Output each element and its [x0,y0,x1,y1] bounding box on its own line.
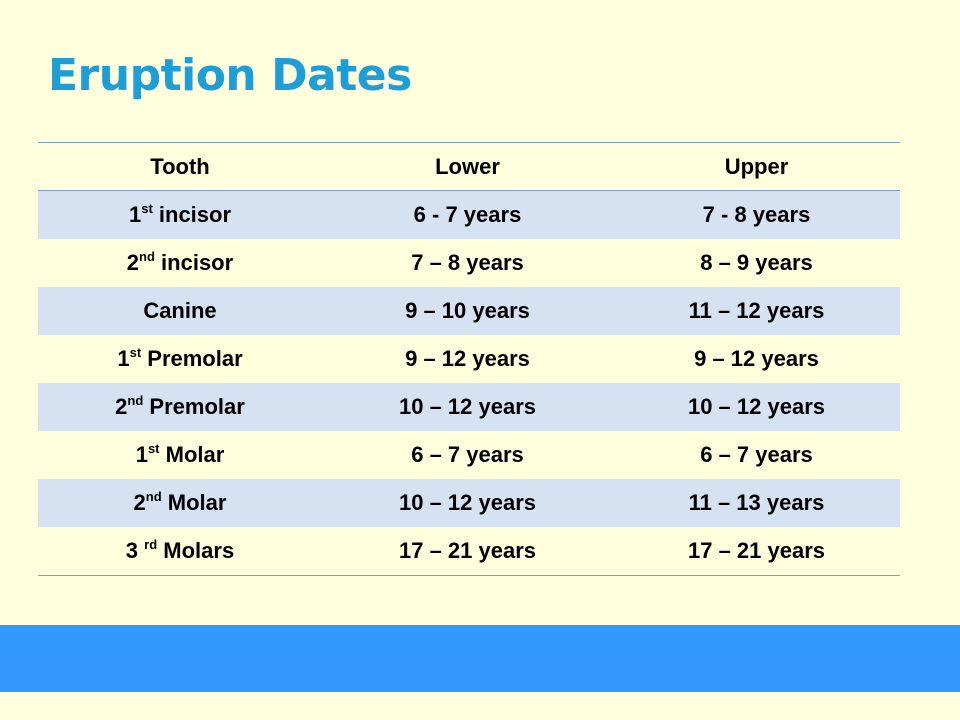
header-upper: Upper [613,142,900,191]
eruption-table-container: Tooth Lower Upper 1st incisor 6 - 7 year… [38,142,900,576]
table-row: 2nd Molar 10 – 12 years 11 – 13 years [38,479,900,527]
cell-lower: 9 – 10 years [322,287,613,335]
cell-tooth: Canine [38,287,322,335]
table-row: 1st Molar 6 – 7 years 6 – 7 years [38,431,900,479]
cell-tooth: 2nd Premolar [38,383,322,431]
cell-upper: 8 – 9 years [613,239,900,287]
cell-lower: 6 - 7 years [322,190,613,239]
table-header: Tooth Lower Upper [38,142,900,191]
table-row: 1st incisor 6 - 7 years 7 - 8 years [38,190,900,239]
footer-bar [0,625,960,692]
eruption-dates-table: Tooth Lower Upper 1st incisor 6 - 7 year… [38,142,900,576]
cell-upper: 9 – 12 years [613,335,900,383]
cell-upper: 11 – 13 years [613,479,900,527]
header-row: Tooth Lower Upper [38,142,900,191]
cell-lower: 17 – 21 years [322,527,613,576]
slide-title: Eruption Dates [48,50,412,101]
cell-upper: 17 – 21 years [613,527,900,576]
cell-upper: 10 – 12 years [613,383,900,431]
table-row: 2nd incisor 7 – 8 years 8 – 9 years [38,239,900,287]
cell-upper: 11 – 12 years [613,287,900,335]
table-row: 3 rd Molars 17 – 21 years 17 – 21 years [38,527,900,576]
cell-lower: 10 – 12 years [322,479,613,527]
cell-tooth: 1st Molar [38,431,322,479]
cell-tooth: 1st Premolar [38,335,322,383]
cell-upper: 6 – 7 years [613,431,900,479]
table-row: 1st Premolar 9 – 12 years 9 – 12 years [38,335,900,383]
header-tooth: Tooth [38,142,322,191]
cell-tooth: 2nd incisor [38,239,322,287]
cell-lower: 9 – 12 years [322,335,613,383]
cell-tooth: 1st incisor [38,190,322,239]
cell-upper: 7 - 8 years [613,190,900,239]
table-row: Canine 9 – 10 years 11 – 12 years [38,287,900,335]
header-lower: Lower [322,142,613,191]
table-row: 2nd Premolar 10 – 12 years 10 – 12 years [38,383,900,431]
table-body: 1st incisor 6 - 7 years 7 - 8 years 2nd … [38,190,900,576]
cell-lower: 6 – 7 years [322,431,613,479]
cell-tooth: 3 rd Molars [38,527,322,576]
cell-tooth: 2nd Molar [38,479,322,527]
cell-lower: 7 – 8 years [322,239,613,287]
cell-lower: 10 – 12 years [322,383,613,431]
